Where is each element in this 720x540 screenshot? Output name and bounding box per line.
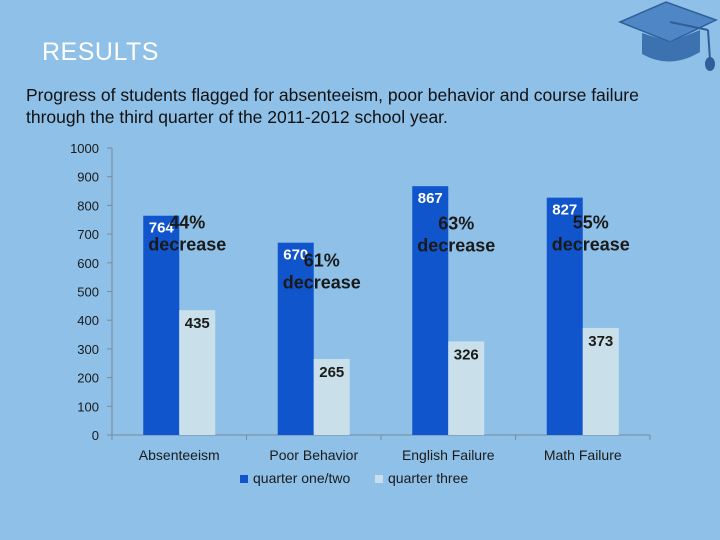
- y-tick-label: 600: [77, 256, 99, 271]
- x-category-label: Absenteeism: [139, 447, 220, 463]
- slide-subtitle: Progress of students flagged for absente…: [26, 85, 639, 127]
- y-tick-label: 500: [77, 285, 99, 300]
- data-label: 373: [588, 333, 613, 350]
- decrease-annotation: 55% decrease: [552, 212, 630, 254]
- x-category-label: Math Failure: [544, 447, 622, 463]
- y-tick-label: 400: [77, 313, 99, 328]
- legend-swatch: [240, 475, 248, 483]
- legend-label: quarter one/two: [253, 470, 350, 486]
- y-tick-label: 700: [77, 227, 99, 242]
- legend-label: quarter three: [388, 470, 468, 486]
- bar-quarter-three: [582, 327, 619, 435]
- data-label: 435: [185, 315, 210, 332]
- slide-title: RESULTS: [42, 38, 159, 66]
- bar-quarter-three: [179, 310, 216, 435]
- decrease-annotation: 63% decrease: [417, 213, 495, 255]
- data-label: 326: [454, 346, 479, 363]
- bar-quarter-one-two: [143, 215, 180, 435]
- decrease-annotation: 44% decrease: [148, 213, 226, 255]
- data-label: 764: [149, 220, 175, 237]
- y-tick-label: 300: [77, 342, 99, 357]
- y-tick-label: 1000: [70, 141, 99, 156]
- y-tick-label: 800: [77, 198, 99, 213]
- bar-quarter-three: [313, 358, 350, 435]
- y-tick-label: 900: [77, 170, 99, 185]
- bar-quarter-one-two: [546, 197, 583, 435]
- y-tick-label: 0: [92, 428, 99, 443]
- legend-swatch: [375, 475, 383, 483]
- data-label: 265: [319, 364, 344, 381]
- data-label: 827: [552, 202, 577, 219]
- y-tick-label: 200: [77, 371, 99, 386]
- data-label: 867: [418, 190, 443, 207]
- data-label: 670: [283, 247, 308, 264]
- y-tick-label: 100: [77, 399, 99, 414]
- bar-quarter-one-two: [412, 186, 449, 435]
- decrease-annotation: 61% decrease: [283, 250, 361, 292]
- graduation-cap-icon: [618, 1, 718, 71]
- bar-quarter-three: [448, 341, 485, 435]
- bar-quarter-one-two: [277, 242, 314, 435]
- x-category-label: English Failure: [402, 447, 495, 463]
- x-category-label: Poor Behavior: [269, 447, 358, 463]
